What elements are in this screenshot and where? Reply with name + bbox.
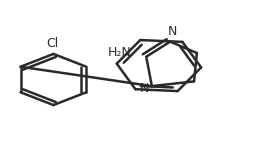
Text: N: N	[140, 82, 150, 94]
Text: N: N	[168, 25, 177, 38]
Text: Cl: Cl	[46, 37, 58, 50]
Text: H₂N: H₂N	[108, 46, 131, 59]
